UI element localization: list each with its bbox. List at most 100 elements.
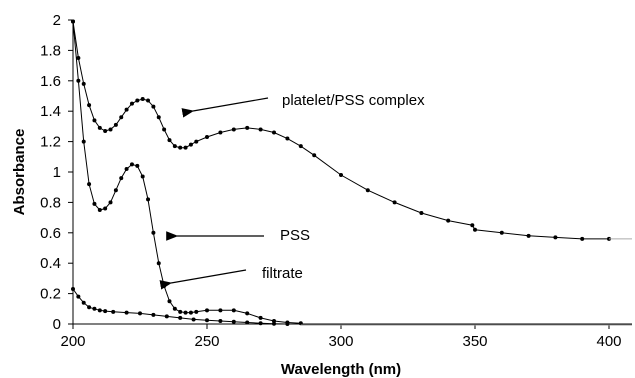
data-point xyxy=(97,125,102,130)
data-point xyxy=(183,145,188,150)
data-point xyxy=(87,182,92,187)
data-point xyxy=(87,305,92,310)
data-point xyxy=(258,321,263,326)
x-tick-label: 200 xyxy=(60,333,85,350)
data-point xyxy=(205,318,209,323)
data-point xyxy=(108,127,113,132)
data-point xyxy=(151,312,156,317)
data-point xyxy=(87,103,92,108)
data-point xyxy=(135,98,140,103)
data-point xyxy=(285,136,290,141)
annotation-arrow xyxy=(159,269,247,290)
data-point xyxy=(111,309,116,314)
data-point xyxy=(76,56,81,60)
series-2 xyxy=(71,287,290,326)
data-point xyxy=(151,104,156,109)
annotation-label: PSS xyxy=(280,227,310,244)
data-point xyxy=(245,125,250,130)
data-point xyxy=(231,319,236,324)
y-tick-label: 1 xyxy=(53,164,61,181)
annotation-label: platelet/PSS complex xyxy=(282,92,425,109)
data-point xyxy=(245,320,250,325)
annotation-arrow xyxy=(181,97,269,118)
data-point xyxy=(162,127,167,132)
data-point xyxy=(164,314,169,319)
data-point xyxy=(103,309,108,314)
data-point xyxy=(103,206,108,211)
data-point xyxy=(92,201,97,206)
data-point xyxy=(473,227,477,232)
y-tick-label: 1.8 xyxy=(40,42,61,59)
data-point xyxy=(194,139,199,144)
x-tick-label: 300 xyxy=(328,333,353,350)
data-point xyxy=(188,142,193,147)
series-line xyxy=(72,21,609,240)
data-point xyxy=(499,230,504,235)
data-point xyxy=(470,223,475,228)
y-axis-title: Absorbance xyxy=(11,129,28,216)
data-point xyxy=(167,138,172,143)
data-point xyxy=(446,218,451,223)
data-point xyxy=(258,127,263,132)
y-tick-label: 0.4 xyxy=(40,255,61,272)
y-tick-label: 0.8 xyxy=(40,194,61,211)
data-point xyxy=(119,115,124,120)
data-point xyxy=(580,236,585,241)
data-point xyxy=(156,261,161,266)
data-point xyxy=(218,308,223,313)
data-point xyxy=(365,188,370,193)
data-point xyxy=(188,310,193,315)
y-tick-label: 0.6 xyxy=(40,225,61,242)
data-point xyxy=(129,101,134,106)
data-point xyxy=(392,200,397,205)
data-point xyxy=(138,311,142,316)
data-point xyxy=(103,128,108,133)
x-tick-label: 350 xyxy=(462,333,487,350)
y-tick-label: 1.2 xyxy=(40,134,61,151)
data-point xyxy=(339,173,343,178)
data-point xyxy=(124,310,129,315)
data-point xyxy=(140,97,145,102)
data-point xyxy=(205,308,209,313)
data-point xyxy=(97,208,102,212)
y-tick-label: 2 xyxy=(53,12,61,29)
x-axis-title: Wavelength (nm) xyxy=(281,361,401,378)
data-point xyxy=(81,300,86,305)
data-point xyxy=(81,81,86,86)
data-point xyxy=(312,153,317,158)
data-point xyxy=(76,78,81,83)
data-point xyxy=(553,235,558,240)
data-point xyxy=(113,188,118,193)
data-point xyxy=(172,144,177,149)
data-point xyxy=(183,310,188,315)
data-point xyxy=(245,311,250,316)
data-point xyxy=(92,118,97,123)
data-point xyxy=(156,115,161,120)
data-point xyxy=(526,233,531,238)
data-point xyxy=(258,315,263,320)
data-point xyxy=(146,98,151,103)
data-point xyxy=(135,163,140,168)
plot-area xyxy=(71,19,611,326)
axes: 0 0.2 0.4 0.6 0.8 1 1.2 1.4 1.6 1.8 2 200 250 300 350 4… xyxy=(40,12,632,350)
data-point xyxy=(146,197,151,202)
data-point xyxy=(81,139,86,144)
data-point xyxy=(113,122,118,127)
y-tick-label: 0 xyxy=(53,316,61,333)
data-point xyxy=(218,318,223,323)
y-tick-label: 1.4 xyxy=(40,103,61,120)
series-1 xyxy=(71,19,303,326)
data-point xyxy=(231,127,236,132)
data-point xyxy=(140,174,145,179)
series-0 xyxy=(71,19,611,241)
data-point xyxy=(218,130,223,135)
data-point xyxy=(162,284,167,288)
data-point xyxy=(92,306,97,311)
annotations: platelet/PSS complex PSS filtrate xyxy=(159,92,425,290)
data-point xyxy=(119,176,124,181)
x-tick-label: 400 xyxy=(596,333,621,350)
data-point xyxy=(272,130,276,135)
y-tick-label: 0.2 xyxy=(40,286,61,303)
x-tick-label: 250 xyxy=(194,333,219,350)
data-point xyxy=(124,166,129,171)
